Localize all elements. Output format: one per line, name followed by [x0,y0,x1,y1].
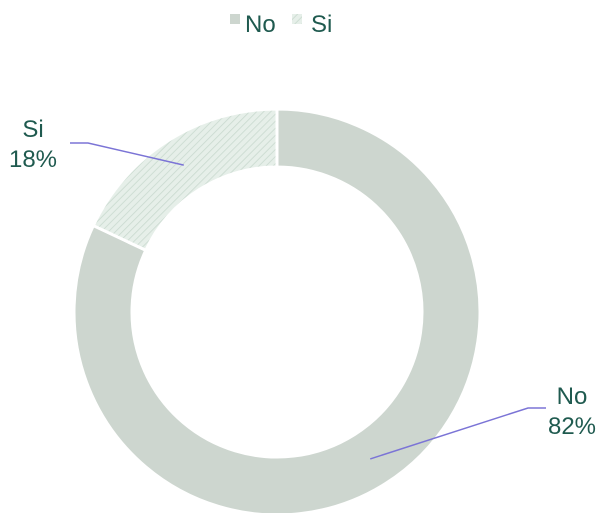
data-label-si: Si 18% [9,116,57,173]
legend-swatch-si [292,14,302,24]
data-label-si-name: Si [22,116,43,143]
legend-swatch-no [230,14,240,24]
data-label-si-value: 18% [9,146,57,173]
legend: No Si [230,11,332,38]
legend-label-no: No [245,11,276,38]
slices [74,109,480,513]
data-label-no-name: No [557,383,588,410]
data-label-no: No 82% [548,383,596,440]
slice-si [93,109,277,250]
legend-label-si: Si [311,11,332,38]
data-label-no-value: 82% [548,413,596,440]
